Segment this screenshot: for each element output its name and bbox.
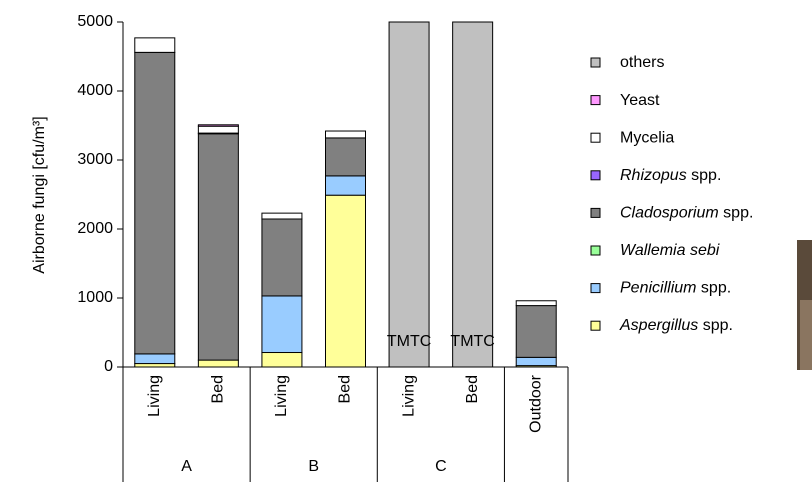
legend-swatch <box>590 207 601 218</box>
bar-segment <box>261 218 303 297</box>
cropped-photo-detail <box>800 300 812 370</box>
legend-swatch <box>590 132 601 143</box>
annotation: TMTC <box>450 333 494 350</box>
bar-segment <box>515 300 557 307</box>
x-tick-label: Bed <box>337 375 354 403</box>
legend-label: Cladosporium spp. <box>620 205 753 222</box>
y-tick-label: 5000 <box>77 13 113 30</box>
group-label: B <box>308 458 319 475</box>
x-tick-label: Bed <box>464 375 481 403</box>
bar-segment <box>134 363 176 368</box>
bar-segment <box>325 194 366 368</box>
bar-segment <box>134 51 176 355</box>
x-tick-label: Bed <box>210 375 227 403</box>
legend-swatch <box>590 283 601 294</box>
legend-label: Rhizopus spp. <box>620 167 721 184</box>
legend-label: Penicillium spp. <box>620 280 731 297</box>
legend-label: Mycelia <box>620 129 674 146</box>
bar-segment <box>261 212 303 220</box>
bar-segment <box>515 305 557 358</box>
bar-segment <box>325 175 366 196</box>
bar-segment <box>261 352 303 368</box>
annotation: TMTC <box>387 333 431 350</box>
legend-label: Aspergillus spp. <box>619 317 733 334</box>
legend-swatch <box>590 170 601 181</box>
bar-segment <box>134 353 176 365</box>
bar-segment <box>452 21 494 368</box>
bar-segment <box>197 133 239 361</box>
legend-swatch <box>590 95 601 106</box>
y-axis-label: Airborne fungi [cfu/m³] <box>31 116 48 273</box>
bar-segment <box>261 295 303 354</box>
bar-segment <box>388 21 430 368</box>
y-tick-label: 0 <box>104 358 113 375</box>
legend-label: Yeast <box>620 92 660 109</box>
x-tick-label: Living <box>400 375 417 417</box>
bar-segment <box>515 356 557 367</box>
legend-swatch <box>590 245 601 256</box>
bar-segment <box>325 130 366 139</box>
x-tick-label: Living <box>273 375 290 417</box>
legend-label: others <box>620 54 664 71</box>
y-tick-label: 4000 <box>77 82 113 99</box>
group-label: C <box>435 458 447 475</box>
x-tick-label: Living <box>146 375 163 417</box>
legend-swatch <box>590 57 601 68</box>
x-tick-label: Outdoor <box>527 374 544 432</box>
y-tick-label: 1000 <box>77 289 113 306</box>
y-tick-label: 3000 <box>77 151 113 168</box>
bar-segment <box>325 137 366 177</box>
bar-segment <box>134 37 176 53</box>
legend-swatch <box>590 320 601 331</box>
bar-segment <box>197 124 239 127</box>
bar-segment <box>197 359 239 368</box>
legend-label: Wallemia sebi <box>620 242 720 259</box>
group-label: A <box>181 458 192 475</box>
y-tick-label: 2000 <box>77 220 113 237</box>
bar-segment <box>197 125 239 134</box>
